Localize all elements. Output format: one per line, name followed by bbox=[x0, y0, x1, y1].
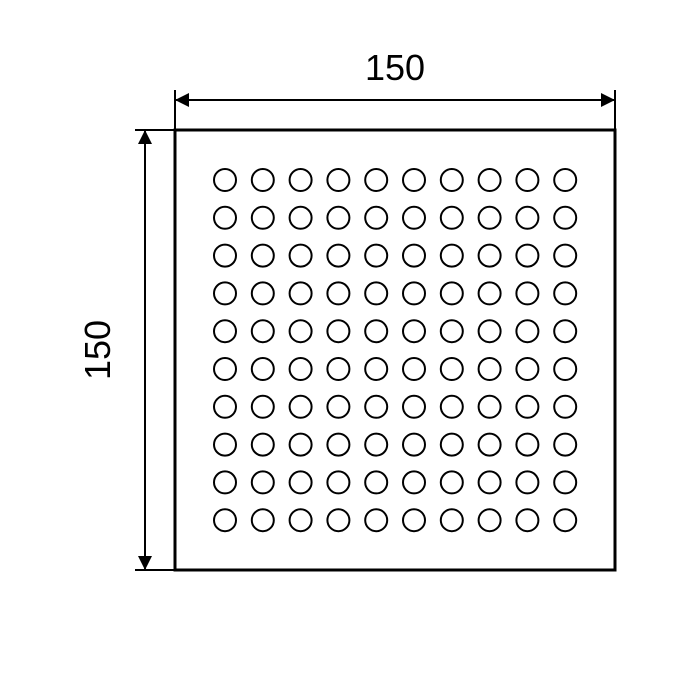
dim-left-label: 150 bbox=[77, 320, 118, 380]
dimension-diagram: 150 150 bbox=[0, 0, 700, 700]
dim-top-label: 150 bbox=[365, 47, 425, 88]
